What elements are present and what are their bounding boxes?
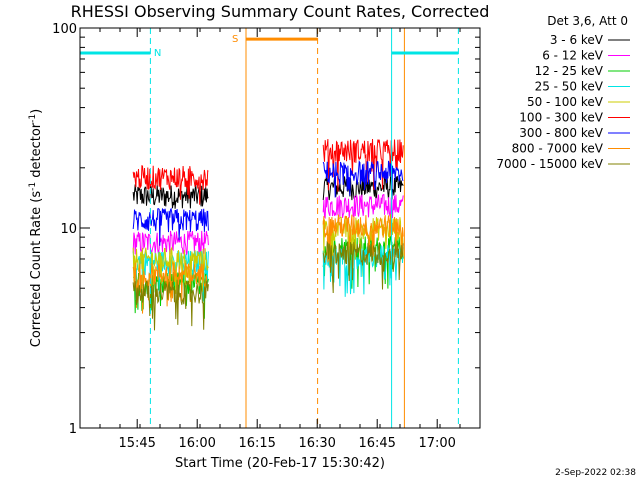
series-line bbox=[132, 240, 404, 331]
series-line bbox=[132, 214, 404, 314]
legend-entry-label: 100 - 300 keV bbox=[519, 111, 603, 125]
y-axis-label-sup2: -1 bbox=[28, 114, 38, 123]
x-tick-label: 16:00 bbox=[178, 436, 215, 451]
plot-frame bbox=[79, 27, 481, 429]
interval-label: S bbox=[232, 34, 238, 45]
x-tick-label: 17:00 bbox=[418, 436, 455, 451]
y-axis-label-sup1: -1 bbox=[28, 182, 38, 191]
axes: 15:45 16:00 16:15 16:30 16:45 17:00 1 10 100 bbox=[52, 22, 481, 451]
legend-entry-label: 50 - 100 keV bbox=[527, 95, 604, 109]
series-line bbox=[132, 160, 404, 246]
x-axis-label: Start Time (20-Feb-17 15:30:42) bbox=[175, 456, 385, 471]
legend-entry-label: 7000 - 15000 keV bbox=[496, 157, 603, 171]
legend-entry-label: 3 - 6 keV bbox=[550, 33, 604, 47]
legend-header: Det 3,6, Att 0 bbox=[547, 14, 628, 28]
y-tick-label: 1 bbox=[69, 422, 77, 437]
traces bbox=[132, 138, 404, 331]
x-tick-label: 16:45 bbox=[358, 436, 395, 451]
series-line bbox=[132, 138, 404, 205]
legend-entry-label: 6 - 12 keV bbox=[542, 49, 604, 63]
y-tick-label: 10 bbox=[60, 222, 77, 237]
y-axis-label-main: Corrected Count Rate (s bbox=[29, 191, 44, 348]
y-axis-label-mid: detector bbox=[29, 122, 44, 182]
x-tick-label: 16:15 bbox=[238, 436, 275, 451]
legend-entry-label: 800 - 7000 keV bbox=[512, 142, 604, 156]
x-tick-label: 16:30 bbox=[298, 436, 335, 451]
annotations: NS bbox=[79, 28, 459, 428]
legend-entry-label: 300 - 800 keV bbox=[519, 126, 603, 140]
x-tick-label: 15:45 bbox=[118, 436, 155, 451]
legend-entry-label: 25 - 50 keV bbox=[535, 80, 604, 94]
y-tick-label: 100 bbox=[52, 22, 77, 37]
series-line bbox=[132, 194, 404, 256]
timestamp: 2-Sep-2022 02:38 bbox=[555, 468, 636, 478]
series-line bbox=[132, 175, 404, 209]
interval-label: N bbox=[154, 48, 161, 59]
chart-title: RHESSI Observing Summary Count Rates, Co… bbox=[71, 2, 490, 21]
series-line bbox=[132, 235, 404, 319]
y-axis-label: Corrected Count Rate (s-1 detector-1) bbox=[28, 109, 44, 347]
y-axis-label-end: ) bbox=[29, 109, 44, 114]
legend-entry-label: 12 - 25 keV bbox=[535, 64, 604, 78]
